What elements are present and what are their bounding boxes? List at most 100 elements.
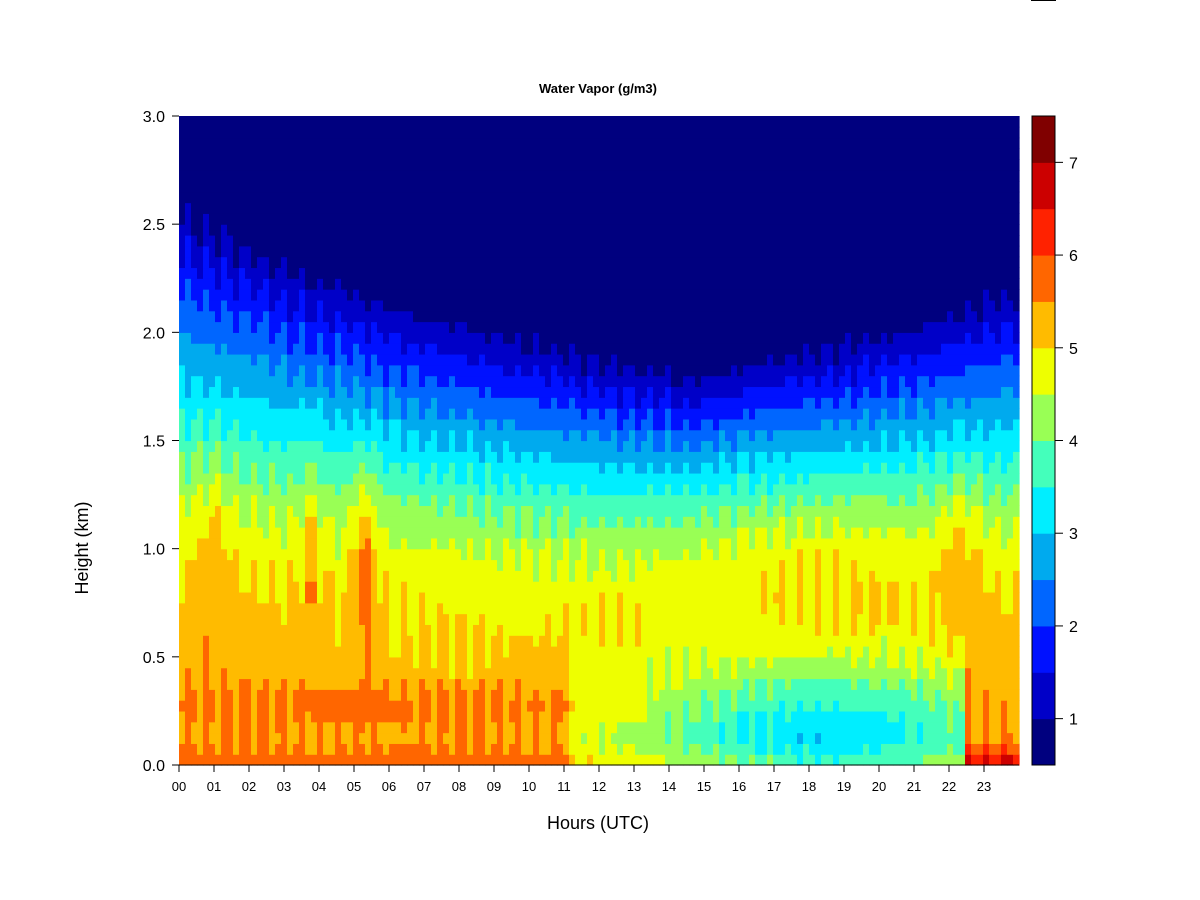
heatmap-cell — [611, 483, 618, 496]
heatmap-cell — [479, 689, 486, 701]
heatmap-cell — [539, 278, 546, 290]
heatmap-cell — [191, 710, 198, 723]
heatmap-cell — [215, 321, 222, 333]
heatmap-cell — [623, 386, 630, 398]
heatmap-cell — [341, 321, 348, 333]
heatmap-cell — [185, 667, 192, 680]
heatmap-cell — [569, 537, 576, 550]
heatmap-cell — [461, 213, 468, 225]
heatmap-cell — [299, 213, 306, 225]
heatmap-cell — [509, 310, 516, 323]
heatmap-cell — [209, 483, 216, 496]
heatmap-cell — [299, 353, 306, 366]
heatmap-cell — [341, 667, 348, 680]
heatmap-cell — [425, 191, 432, 204]
heatmap-cell — [437, 289, 444, 301]
heatmap-cell — [389, 245, 396, 258]
heatmap-cell — [665, 559, 672, 571]
heatmap-cell — [617, 397, 624, 409]
heatmap-cell — [401, 159, 408, 171]
heatmap-cell — [611, 418, 618, 431]
heatmap-cell — [413, 451, 420, 463]
heatmap-cell — [527, 299, 534, 312]
heatmap-cell — [581, 689, 588, 701]
heatmap-cell — [191, 462, 198, 474]
heatmap-cell — [287, 170, 294, 182]
heatmap-cell — [491, 548, 498, 561]
heatmap-cell — [257, 418, 264, 431]
heatmap-cell — [377, 332, 384, 344]
heatmap-cell — [389, 732, 396, 744]
heatmap-cell — [431, 234, 438, 247]
heatmap-cell — [473, 472, 480, 485]
heatmap-cell — [359, 213, 366, 225]
heatmap-cell — [461, 635, 468, 647]
heatmap-cell — [599, 364, 606, 377]
heatmap-cell — [269, 656, 276, 669]
heatmap-cell — [635, 289, 642, 301]
heatmap-cell — [575, 170, 582, 182]
heatmap-cell — [449, 364, 456, 377]
heatmap-cell — [587, 353, 594, 366]
heatmap-cell — [497, 148, 504, 160]
heatmap-cell — [515, 353, 522, 366]
heatmap-cell — [605, 278, 612, 290]
heatmap-cell — [203, 397, 210, 409]
heatmap-cell — [251, 570, 258, 582]
heatmap-cell — [185, 418, 192, 431]
heatmap-cell — [575, 440, 582, 452]
heatmap-cell — [635, 191, 642, 204]
heatmap-cell — [239, 397, 246, 409]
heatmap-cell — [197, 180, 204, 193]
heatmap-cell — [479, 472, 486, 485]
heatmap-cell — [461, 656, 468, 669]
heatmap-cell — [545, 321, 552, 333]
heatmap-cell — [287, 429, 294, 442]
heatmap-cell — [407, 537, 414, 550]
heatmap-cell — [269, 267, 276, 279]
heatmap-cell — [419, 527, 426, 539]
heatmap-cell — [245, 310, 252, 323]
heatmap-cell — [227, 386, 234, 398]
heatmap-cell — [191, 234, 198, 247]
heatmap-cell — [587, 332, 594, 344]
heatmap-cell — [671, 310, 678, 323]
heatmap-cell — [623, 667, 630, 680]
heatmap-cell — [593, 408, 600, 420]
heatmap-cell — [443, 494, 450, 506]
heatmap-cell — [581, 483, 588, 496]
heatmap-cell — [491, 321, 498, 333]
heatmap-cell — [569, 353, 576, 366]
heatmap-cell — [287, 256, 294, 269]
heatmap-cell — [605, 505, 612, 517]
heatmap-cell — [335, 451, 342, 463]
heatmap-cell — [575, 386, 582, 398]
heatmap-cell — [431, 440, 438, 452]
heatmap-cell — [353, 483, 360, 496]
heatmap-cell — [329, 462, 336, 474]
heatmap-cell — [485, 375, 492, 388]
heatmap-cell — [437, 646, 444, 658]
heatmap-cell — [527, 462, 534, 474]
heatmap-cell — [377, 191, 384, 204]
heatmap-cell — [641, 646, 648, 658]
heatmap-cell — [563, 689, 570, 701]
heatmap-cell — [401, 591, 408, 604]
heatmap-cell — [275, 148, 282, 160]
heatmap-cell — [515, 170, 522, 182]
heatmap-cell — [239, 375, 246, 388]
heatmap-cell — [485, 137, 492, 150]
heatmap-cell — [611, 678, 618, 690]
heatmap-cell — [251, 591, 258, 604]
heatmap-cell — [479, 408, 486, 420]
heatmap-cell — [215, 418, 222, 431]
heatmap-cell — [665, 234, 672, 247]
heatmap-cell — [545, 397, 552, 409]
heatmap-cell — [365, 170, 372, 182]
heatmap-cell — [287, 353, 294, 366]
heatmap-cell — [263, 245, 270, 258]
heatmap-cell — [419, 299, 426, 312]
heatmap-cell — [293, 613, 300, 625]
heatmap-cell — [293, 180, 300, 193]
heatmap-cell — [659, 548, 666, 561]
